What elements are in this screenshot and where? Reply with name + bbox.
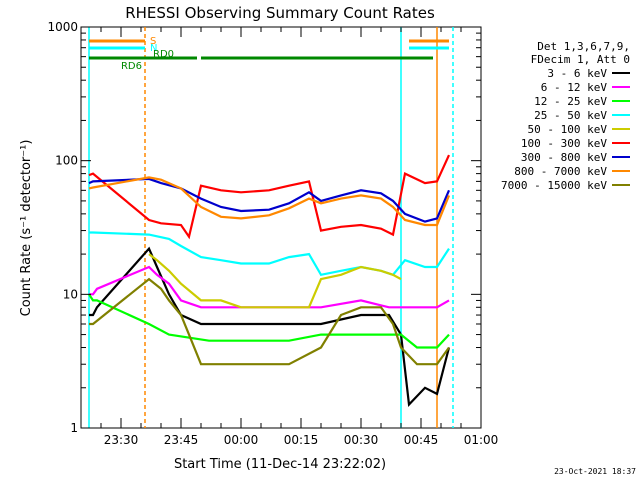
legend-item: 7000 - 15000 keV [460, 178, 630, 192]
legend-item-label: 6 - 12 keV [540, 80, 607, 94]
legend-swatch [612, 72, 630, 74]
legend-swatch [612, 184, 630, 186]
legend-item: 800 - 7000 keV [460, 164, 630, 178]
flag-label-rd6: RD6 [121, 61, 142, 72]
x-axis-ticks: 23:30 23:45 00:00 00:15 00:30 00:45 01:00 [100, 27, 499, 447]
legend-header-line-2: FDecim 1, Att 0 [530, 53, 630, 66]
legend-item: 300 - 800 keV [460, 150, 630, 164]
legend-item: 6 - 12 keV [460, 80, 630, 94]
series-line [89, 246, 451, 407]
series-line [89, 231, 450, 277]
x-axis-label: Start Time (11-Dec-14 23:22:02) [174, 457, 386, 472]
legend-item: 50 - 100 keV [460, 122, 630, 136]
legend-item-label: 50 - 100 keV [527, 122, 607, 136]
legend-item-label: 100 - 300 keV [520, 136, 607, 150]
legend-swatch [612, 114, 630, 116]
legend-item-label: 7000 - 15000 keV [501, 178, 607, 192]
legend: Det 1,3,6,7,9, FDecim 1, Att 0 3 - 6 keV… [460, 40, 630, 192]
x-tick-label: 23:45 [164, 433, 199, 447]
series-line [88, 293, 450, 349]
legend-item-label: 25 - 50 keV [534, 108, 607, 122]
y-tick-label: 10 [63, 287, 78, 301]
legend-swatch [612, 170, 630, 172]
legend-swatch [612, 100, 630, 102]
series-line [148, 253, 402, 309]
legend-item-label: 3 - 6 keV [547, 66, 607, 80]
legend-item-label: 300 - 800 keV [520, 150, 607, 164]
flag-label-s: S [150, 36, 156, 47]
x-tick-label: 23:30 [104, 433, 139, 447]
legend-item: 100 - 300 keV [460, 136, 630, 150]
chart-title: RHESSI Observing Summary Count Rates [125, 4, 435, 22]
x-tick-label: 00:15 [284, 433, 319, 447]
series-lines [88, 154, 451, 407]
vertical-markers [88, 27, 454, 428]
flag-label-n: N [150, 43, 157, 54]
legend-item-label: 800 - 7000 keV [514, 164, 607, 178]
x-tick-label: 00:45 [404, 433, 439, 447]
legend-header-line-1: Det 1,3,6,7,9, [537, 40, 630, 53]
x-tick-label: 01:00 [464, 433, 499, 447]
y-tick-label: 100 [55, 154, 78, 168]
y-tick-label: 1000 [47, 20, 78, 34]
legend-swatch [612, 156, 630, 158]
series-line [88, 154, 451, 240]
y-axis-ticks: 1 10 100 1000 [47, 20, 481, 435]
x-tick-label: 00:30 [344, 433, 379, 447]
x-tick-label: 00:00 [224, 433, 259, 447]
legend-rows: 3 - 6 keV 6 - 12 keV 12 - 25 keV 25 - 50 ke… [460, 66, 630, 192]
legend-swatch [612, 86, 630, 88]
legend-item: 25 - 50 keV [460, 108, 630, 122]
legend-item: 3 - 6 keV [460, 66, 630, 80]
timestamp: 23-Oct-2021 18:37 [554, 467, 636, 476]
series-line [88, 177, 451, 223]
y-axis-label: Count Rate (s⁻¹ detector⁻¹) [19, 140, 34, 317]
series-line [89, 277, 450, 366]
legend-item: 12 - 25 keV [460, 94, 630, 108]
legend-item-label: 12 - 25 keV [534, 94, 607, 108]
plot-frame [80, 26, 482, 429]
flag-label-rd0: RD0 [153, 49, 174, 60]
legend-swatch [612, 142, 630, 144]
series-line [88, 176, 451, 227]
y-tick-label: 1 [70, 421, 78, 435]
legend-swatch [612, 128, 630, 130]
